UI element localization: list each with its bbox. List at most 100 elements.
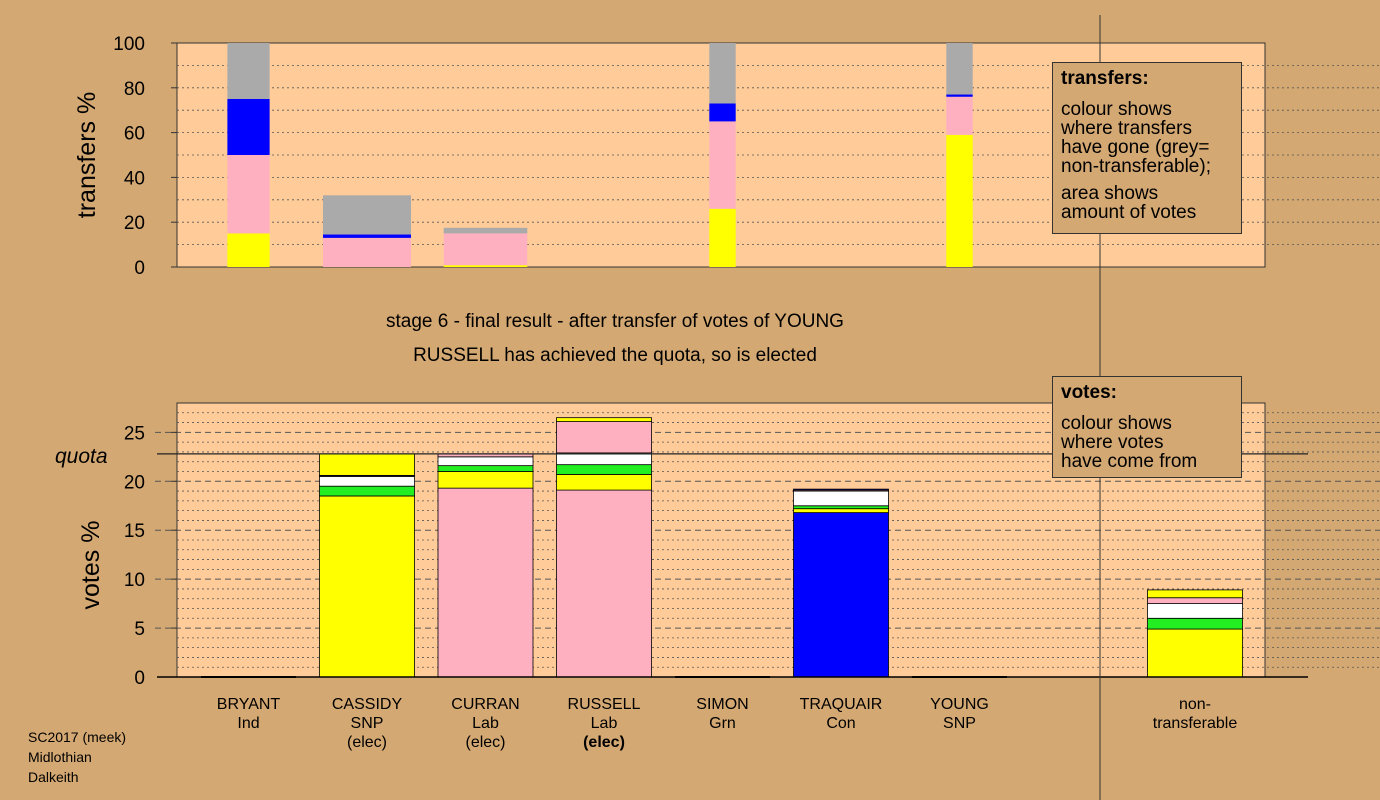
vote-bar-traquair bbox=[793, 488, 889, 678]
elected-note: (elec) bbox=[583, 734, 625, 751]
candidate-name-label: CURRAN bbox=[451, 696, 519, 713]
transfer-bar-curran bbox=[443, 227, 528, 267]
transfer-segment bbox=[709, 121, 736, 209]
transfer-segment bbox=[709, 208, 736, 267]
vote-bar-russell bbox=[556, 417, 652, 678]
vote-segment bbox=[319, 475, 415, 487]
party-label: SNP bbox=[943, 715, 976, 732]
transfer-segment bbox=[443, 233, 528, 266]
votes-y-tick-label: 10 bbox=[124, 570, 145, 591]
transfers-y-tick-label: 80 bbox=[124, 79, 145, 100]
vote-segment bbox=[556, 421, 652, 454]
transfer-segment bbox=[323, 195, 411, 235]
transfers-legend-line: have gone (grey= bbox=[1061, 137, 1210, 158]
vote-segment bbox=[1147, 617, 1243, 630]
vote-segment bbox=[437, 487, 534, 678]
transfer-segment bbox=[443, 227, 528, 234]
vote-segment bbox=[556, 464, 652, 475]
vote-segment bbox=[1147, 603, 1243, 619]
candidate-name-label: CASSIDY bbox=[332, 696, 403, 713]
vote-segment bbox=[437, 471, 534, 489]
candidate-name-label: SIMON bbox=[696, 696, 748, 713]
transfer-segment bbox=[946, 94, 973, 97]
candidate-name-label: TRAQUAIR bbox=[800, 696, 883, 713]
transfer-segment bbox=[946, 134, 973, 267]
footer-ward: Dalkeith bbox=[28, 769, 79, 785]
transfers-legend-line: where transfers bbox=[1061, 118, 1192, 139]
transfer-segment bbox=[227, 155, 270, 234]
transfers-y-tick-label: 60 bbox=[124, 124, 145, 145]
vote-segment bbox=[556, 474, 652, 491]
elected-note: (elec) bbox=[465, 734, 505, 751]
vote-segment bbox=[1147, 628, 1243, 678]
transfer-segment bbox=[227, 43, 270, 99]
party-label: Lab bbox=[472, 715, 499, 732]
vote-segment bbox=[556, 417, 652, 422]
votes-legend-line: have come from bbox=[1061, 451, 1198, 472]
transfers-legend-line: colour shows bbox=[1061, 99, 1172, 120]
party-label: Con bbox=[826, 715, 855, 732]
votes-y-tick-label: 5 bbox=[134, 619, 145, 640]
candidate-name-label: RUSSELL bbox=[568, 696, 641, 713]
transfer-segment bbox=[443, 265, 528, 267]
transfers-legend-line: non-transferable); bbox=[1061, 156, 1211, 177]
transfer-segment bbox=[946, 43, 973, 95]
transfer-segment bbox=[323, 237, 411, 267]
transfer-segment bbox=[227, 233, 270, 267]
vote-segment bbox=[319, 495, 415, 678]
vote-segment bbox=[319, 485, 415, 497]
votes-y-tick-label: 20 bbox=[124, 472, 145, 493]
vote-segment bbox=[793, 508, 889, 513]
vote-segment bbox=[793, 505, 889, 510]
votes-legend-line: colour shows bbox=[1061, 413, 1172, 434]
transfer-bar-cassidy bbox=[323, 195, 411, 267]
party-label: Grn bbox=[709, 715, 736, 732]
vote-segment bbox=[437, 456, 534, 467]
vote-segment bbox=[1147, 589, 1243, 599]
footer-election: SC2017 (meek) bbox=[28, 729, 127, 745]
party-label: Lab bbox=[591, 715, 618, 732]
candidate-name-label: YOUNG bbox=[930, 696, 989, 713]
stage-caption: stage 6 - final result - after transfer … bbox=[386, 311, 844, 332]
party-label: Ind bbox=[237, 715, 259, 732]
votes-y-tick-label: 15 bbox=[124, 521, 145, 542]
vote-segment bbox=[793, 488, 889, 491]
transfer-bar-young bbox=[946, 43, 973, 267]
transfers-legend: transfers: colour shows where transfers … bbox=[1052, 62, 1242, 234]
vote-segment bbox=[556, 452, 652, 466]
vote-segment bbox=[319, 453, 415, 476]
transfer-segment bbox=[323, 234, 411, 238]
transfers-legend-line: amount of votes bbox=[1061, 202, 1197, 223]
vote-bar-curran bbox=[437, 453, 534, 678]
candidate-name-label: BRYANT bbox=[217, 696, 281, 713]
transfers-y-axis-label: transfers % bbox=[73, 92, 101, 218]
candidate-name-label: non- bbox=[1179, 696, 1211, 713]
transfers-y-tick-label: 40 bbox=[124, 168, 145, 189]
transfer-bar-bryant bbox=[227, 43, 270, 267]
transfers-y-tick-label: 20 bbox=[124, 213, 145, 234]
transfer-segment bbox=[709, 103, 736, 122]
vote-segment bbox=[556, 489, 652, 678]
elected-note: (elec) bbox=[347, 734, 387, 751]
vote-segment bbox=[793, 490, 889, 507]
party-label: SNP bbox=[351, 715, 384, 732]
result-caption: RUSSELL has achieved the quota, so is el… bbox=[413, 345, 817, 366]
party-label: transferable bbox=[1153, 715, 1238, 732]
votes-legend: votes: colour shows where votes have com… bbox=[1052, 376, 1242, 478]
vote-segment bbox=[1147, 597, 1243, 605]
votes-y-tick-label: 25 bbox=[124, 423, 145, 444]
transfers-y-tick-label: 0 bbox=[134, 258, 145, 279]
votes-y-tick-label: 0 bbox=[134, 668, 145, 689]
votes-legend-line: where votes bbox=[1061, 432, 1164, 453]
transfers-y-tick-label: 100 bbox=[113, 34, 145, 55]
transfer-bar-simon bbox=[709, 43, 736, 267]
vote-segment bbox=[793, 512, 889, 678]
transfer-segment bbox=[946, 96, 973, 135]
transfer-segment bbox=[709, 43, 736, 104]
vote-bar-non bbox=[1147, 589, 1243, 678]
quota-label: quota bbox=[55, 445, 108, 468]
footer: SC2017 (meek) Midlothian Dalkeith bbox=[28, 727, 126, 787]
votes-legend-title: votes: bbox=[1061, 382, 1117, 403]
transfers-legend-line: area shows bbox=[1061, 183, 1159, 204]
votes-y-axis-label: votes % bbox=[77, 521, 105, 610]
